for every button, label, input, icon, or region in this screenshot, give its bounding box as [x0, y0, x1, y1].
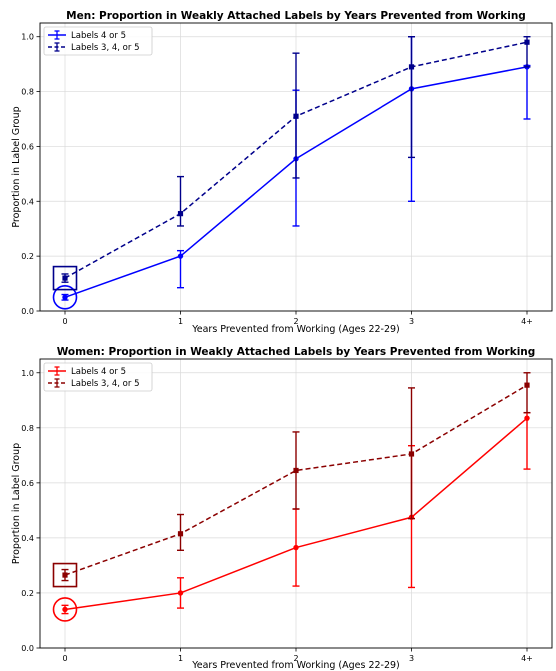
- y-tick-label: 0.2: [21, 589, 34, 598]
- y-tick-label: 1.0: [21, 33, 34, 42]
- series-1: [61, 36, 531, 283]
- data-point: [177, 590, 184, 596]
- x-tick-label: 2: [293, 317, 298, 326]
- highlight-square: [52, 265, 78, 291]
- legend-label: Labels 3, 4, or 5: [71, 379, 140, 389]
- highlight-circle: [52, 284, 78, 310]
- y-axis-title: Proportion in Label Group: [11, 106, 22, 227]
- x-tick-label: 3: [409, 317, 414, 326]
- y-tick-label: 0.4: [21, 534, 34, 543]
- x-tick-label: 4+: [521, 654, 533, 663]
- data-point: [524, 39, 530, 45]
- data-point: [177, 211, 184, 217]
- data-point: [408, 64, 415, 70]
- y-tick-label: 0.6: [21, 142, 34, 151]
- y-tick-label: 0.2: [21, 252, 34, 261]
- y-tick-label: 0.8: [21, 88, 34, 97]
- data-point: [408, 451, 415, 457]
- y-tick-label: 0.4: [21, 197, 34, 206]
- series-1: [61, 372, 531, 582]
- y-tick-label: 0.0: [21, 307, 34, 316]
- chart-title: Women: Proportion in Weakly Attached Lab…: [57, 346, 536, 358]
- chart-title: Men: Proportion in Weakly Attached Label…: [66, 10, 526, 22]
- data-point: [524, 382, 530, 388]
- data-point: [524, 415, 530, 421]
- x-axis-title: Years Prevented from Working (Ages 22-29…: [191, 660, 400, 671]
- series-line: [64, 384, 528, 576]
- chart-panel-1: 0 1 2 3 4+ 0.0 0.2 0.4 0.6 0.8 1.0 Women: Proportio…: [11, 346, 553, 671]
- legend-box: [43, 362, 153, 392]
- y-axis-title: Proportion in Label Group: [11, 443, 22, 564]
- x-tick-label: 2: [293, 654, 298, 663]
- data-point: [62, 572, 68, 578]
- highlight-circle: [52, 597, 78, 622]
- legend-label: Labels 4 or 5: [71, 31, 126, 41]
- data-point: [177, 253, 184, 259]
- data-point: [293, 467, 299, 474]
- data-point: [293, 113, 299, 119]
- highlight-square: [52, 562, 78, 588]
- y-tick-label: 1.0: [21, 369, 34, 378]
- data-point: [62, 275, 68, 281]
- x-tick-label: 1: [178, 317, 183, 326]
- legend: Labels 4 or 5 Labels 3, 4, or 5: [43, 362, 153, 392]
- x-tick-label: 0: [62, 654, 67, 663]
- chart-panel-0: 0 1 2 3 4+ 0.0 0.2 0.4 0.6 0.8 1.0 Men: Proportion …: [11, 10, 553, 335]
- x-axis-title: Years Prevented from Working (Ages 22-29…: [191, 324, 400, 335]
- y-tick-label: 0.8: [21, 424, 34, 433]
- x-tick-label: 3: [409, 654, 414, 663]
- x-tick-label: 1: [178, 654, 183, 663]
- y-tick-label: 0.6: [21, 479, 34, 488]
- legend-box: [43, 26, 153, 56]
- data-point: [177, 531, 184, 537]
- x-tick-label: 0: [62, 317, 67, 326]
- legend-label: Labels 4 or 5: [71, 367, 126, 377]
- x-tick-label: 4+: [521, 317, 533, 326]
- data-point: [62, 606, 68, 613]
- data-point: [62, 294, 68, 300]
- y-tick-label: 0.0: [21, 644, 34, 653]
- data-point: [293, 544, 299, 551]
- legend: Labels 4 or 5 Labels 3, 4, or 5: [43, 26, 153, 56]
- legend-label: Labels 3, 4, or 5: [71, 43, 140, 53]
